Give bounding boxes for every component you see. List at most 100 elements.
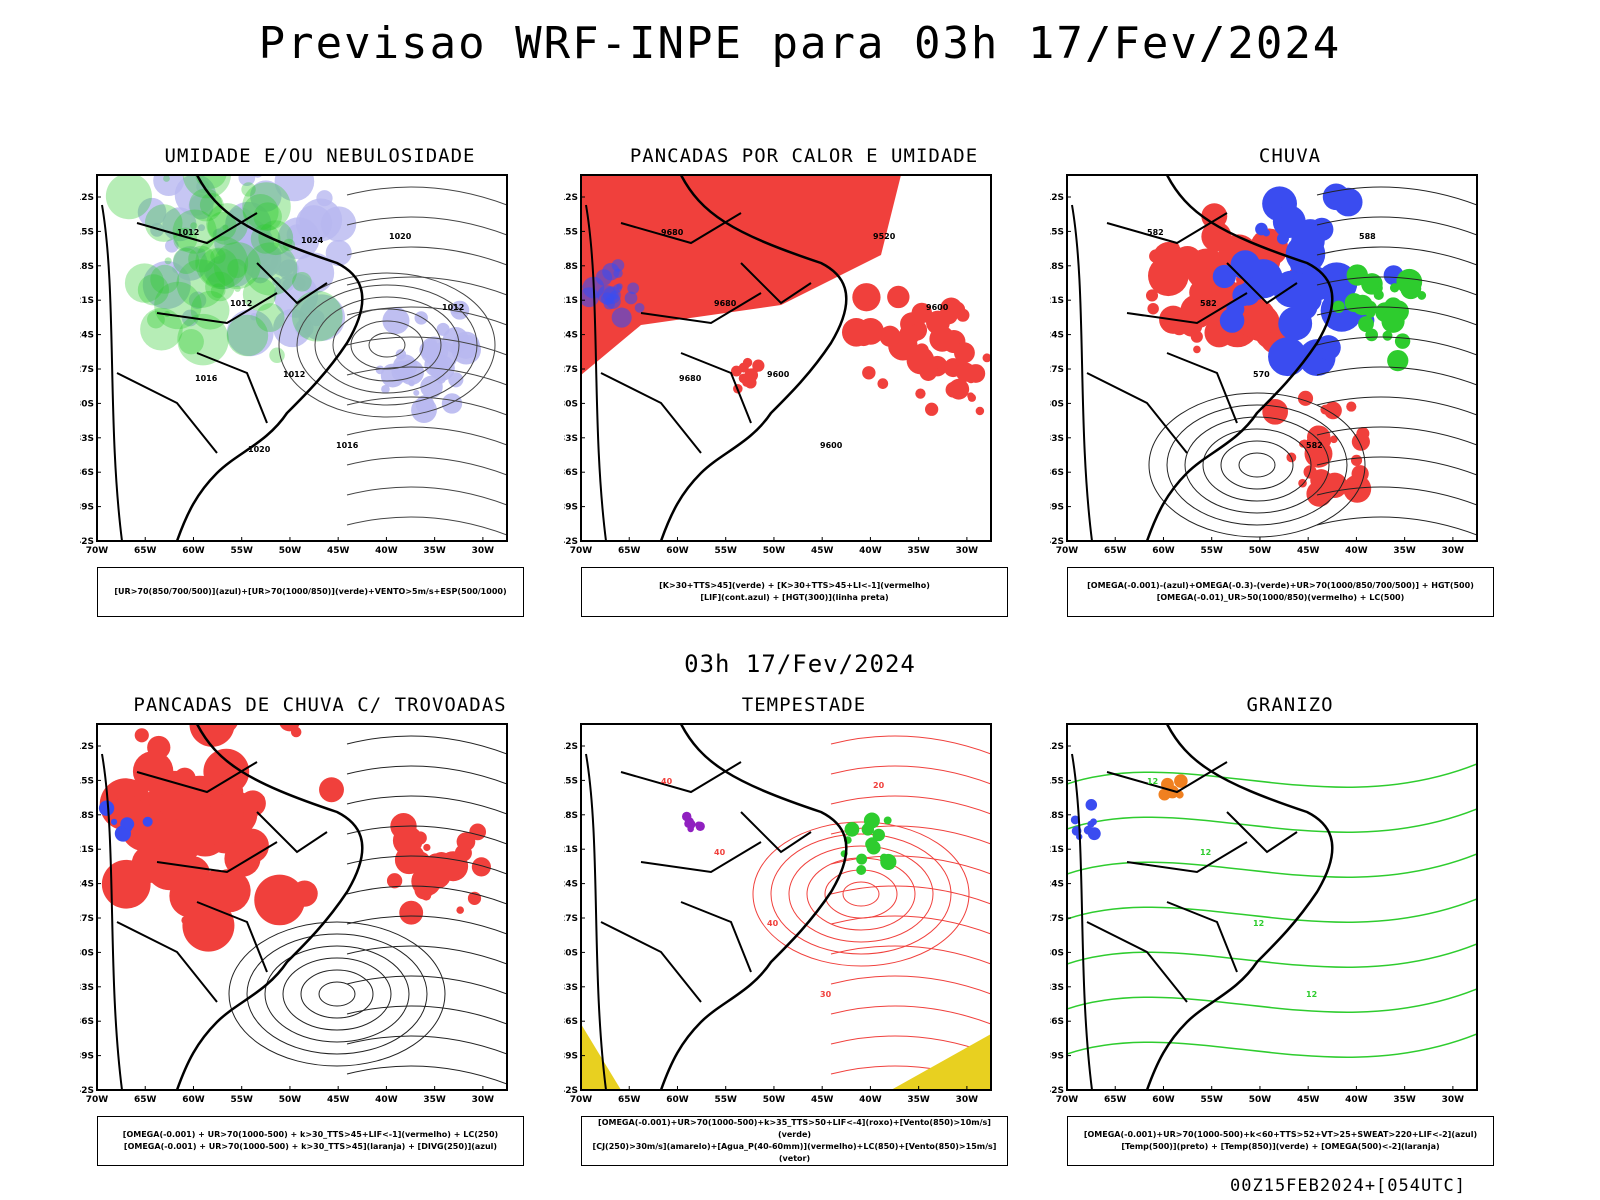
streamline	[830, 1005, 991, 1025]
isoline	[300, 969, 374, 1019]
panel-title: UMIDADE E/OU NEBULOSIDADE	[164, 145, 476, 167]
field-patch	[856, 853, 868, 865]
field-patch	[226, 314, 269, 357]
streamline	[1316, 336, 1477, 356]
map-content: 9680 9680 9600 9600 9520 9600 9680	[581, 175, 991, 541]
lat-tick-label: 36S	[564, 468, 578, 478]
map-frame	[580, 723, 992, 1091]
field-patch	[195, 236, 249, 290]
isoline	[228, 921, 446, 1067]
temp-850-contour	[1067, 1033, 1477, 1058]
streamline	[346, 1005, 507, 1025]
streamline	[346, 216, 507, 236]
field-patch	[105, 175, 152, 220]
isoline	[1220, 440, 1294, 490]
state-border	[1126, 292, 1248, 325]
field-patch	[1361, 324, 1370, 333]
streamline	[830, 975, 991, 995]
lon-tick-label: 35W	[1393, 546, 1416, 556]
field-patch	[1170, 242, 1180, 253]
field-patch	[198, 247, 239, 288]
field-patch	[982, 353, 991, 363]
isoline	[368, 332, 406, 358]
lat-tick-label: 33S	[80, 983, 94, 993]
lat-tick-label: 39S	[80, 1052, 94, 1062]
field-patch	[173, 247, 200, 275]
streamline	[1316, 486, 1477, 506]
field-patch	[877, 378, 889, 390]
field-patch	[423, 843, 431, 852]
lon-tick-label: 65W	[1104, 546, 1127, 556]
contour-label: 9680	[679, 374, 702, 383]
lat-tick-label: 42S	[80, 537, 94, 547]
map-axes: 12S 15S 18S 21S 24S 27S 30S 33S 36S 39S 42S70W 65W 6…	[80, 174, 508, 556]
isoline	[1202, 428, 1312, 502]
field-patch	[325, 239, 352, 266]
field-patch	[695, 821, 705, 831]
state-border	[620, 761, 742, 794]
field-patch	[863, 812, 880, 829]
lat-tick-label: 30S	[564, 399, 578, 409]
lon-tick-label: 60W	[182, 1095, 205, 1105]
map-pancadas-calor: 9680 9680 9600 9600 9520 9600 9680 12S 15S 18S 21S…	[564, 174, 992, 556]
lat-tick-label: 27S	[80, 914, 94, 924]
field-patch	[222, 224, 229, 231]
field-patch	[110, 818, 118, 825]
lat-tick-label: 18S	[1050, 262, 1064, 272]
field-patch	[207, 211, 237, 241]
panel-title: TEMPESTADE	[741, 694, 867, 716]
lat-tick-label: 24S	[564, 331, 578, 341]
field-patch	[198, 224, 206, 232]
contour-label: 1020	[389, 232, 412, 241]
contour-label: 12	[1306, 990, 1317, 999]
field-patch	[581, 287, 600, 308]
field-patch	[153, 175, 185, 197]
lon-tick-label: 60W	[1152, 546, 1175, 556]
state-border	[1086, 372, 1188, 454]
field-patch	[611, 307, 632, 328]
lon-tick-label: 40W	[375, 1095, 398, 1105]
streamline	[346, 456, 507, 476]
field-patch	[134, 728, 149, 743]
field-patch	[904, 314, 916, 327]
jet-area	[891, 1034, 991, 1090]
isoline	[246, 933, 428, 1055]
lat-tick-label: 33S	[1050, 983, 1064, 993]
streamline	[1316, 396, 1477, 416]
lat-tick-label: 42S	[1050, 1086, 1064, 1096]
field-patch	[162, 818, 205, 861]
isoline	[282, 957, 392, 1031]
contour-label: 1012	[177, 228, 199, 237]
panel-tempestade: TEMPESTADE 40 40 40 30 20 12S 15S 18S 21S 24S 27S 3…	[564, 694, 1044, 1194]
state-border	[1226, 811, 1298, 854]
panel-legend: [OMEGA(-0.001)-(azul)+OMEGA(-0.3)-(verde…	[1067, 567, 1494, 617]
temp-850-contour	[1067, 808, 1477, 833]
field-patch	[1298, 478, 1307, 488]
field-patch	[1083, 825, 1093, 835]
lat-tick-label: 30S	[564, 948, 578, 958]
state-border	[1106, 761, 1228, 794]
contour-label: 12	[1147, 777, 1158, 786]
lat-tick-label: 18S	[564, 262, 578, 272]
streamline	[346, 516, 507, 536]
field-patch	[395, 349, 407, 360]
field-patch	[164, 257, 172, 265]
contour-label: 588	[1359, 232, 1376, 241]
field-patch	[298, 294, 346, 341]
lon-tick-label: 40W	[1345, 546, 1368, 556]
coastline	[659, 724, 848, 1090]
streamline	[1316, 306, 1477, 326]
field-patch	[101, 859, 151, 909]
lat-tick-label: 33S	[564, 983, 578, 993]
lat-tick-label: 39S	[1050, 1052, 1064, 1062]
lon-tick-label: 40W	[859, 546, 882, 556]
panel-legend: [OMEGA(-0.001) + UR>70(1000-500) + k>30_…	[97, 1116, 524, 1166]
field-patch	[1255, 222, 1268, 236]
field-patch	[1356, 427, 1370, 441]
panel-chuva: CHUVA 582 582 570 582 588 12S 15S 18S 21S 24S 27S 3…	[1050, 145, 1530, 645]
field-patch	[279, 724, 300, 732]
isoline	[788, 845, 934, 943]
field-patch	[421, 890, 432, 901]
lat-tick-label: 24S	[1050, 331, 1064, 341]
field-patch	[258, 220, 294, 256]
